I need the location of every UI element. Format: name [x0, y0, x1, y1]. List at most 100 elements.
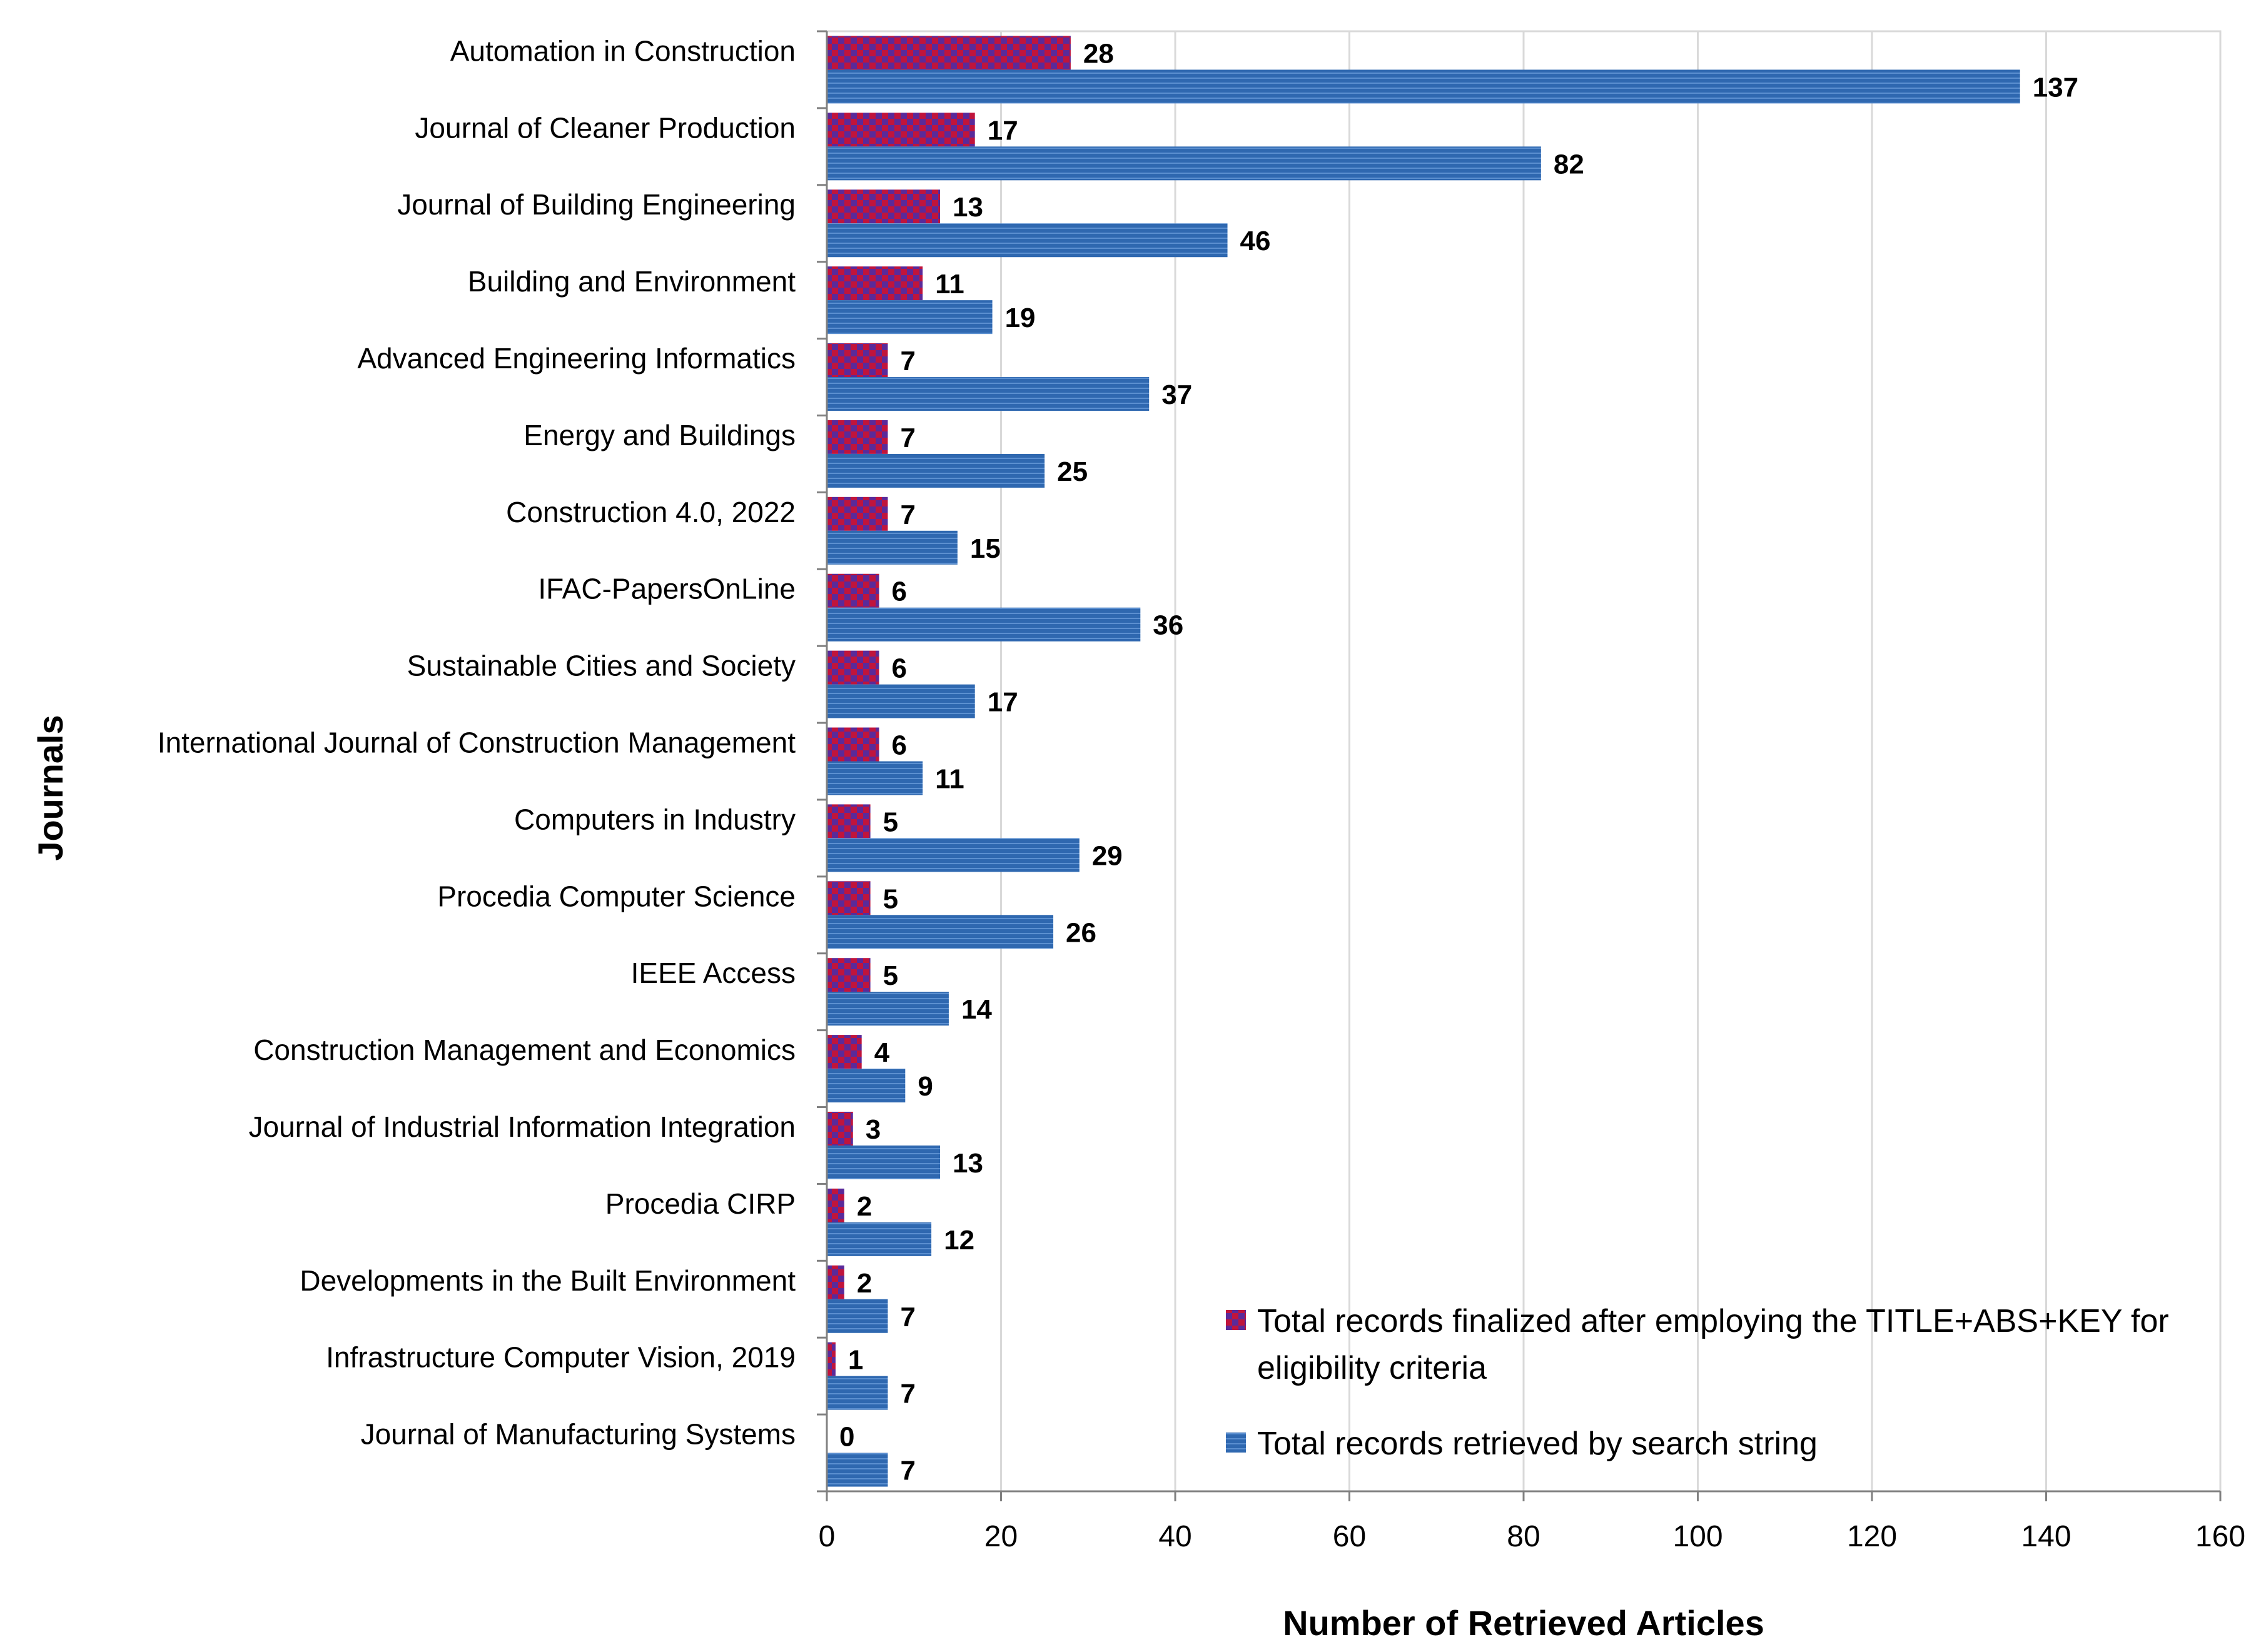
bar-finalized-construction-4-0-2022	[827, 496, 888, 531]
value-label-retrieved-construction-management-and-economics: 9	[918, 1071, 933, 1102]
bar-retrieved-infrastructure-computer-vision-2019	[827, 1376, 888, 1410]
category-label-infrastructure-computer-vision-2019: Infrastructure Computer Vision, 2019	[326, 1341, 796, 1374]
x-tick-label-20: 20	[984, 1520, 1018, 1553]
legend-label-finalized-line-2: eligibility criteria	[1257, 1350, 1487, 1386]
value-label-finalized-ieee-access: 5	[883, 960, 898, 991]
value-label-retrieved-developments-in-the-built-environment: 7	[900, 1302, 915, 1332]
legend-label-retrieved: Total records retrieved by search string	[1257, 1426, 1818, 1462]
x-tick-label-40: 40	[1158, 1520, 1191, 1553]
bar-retrieved-procedia-computer-science	[827, 915, 1054, 949]
bar-finalized-advanced-engineering-informatics	[827, 343, 888, 378]
bar-retrieved-journal-of-manufacturing-systems	[827, 1453, 888, 1487]
value-label-finalized-infrastructure-computer-vision-2019: 1	[848, 1345, 863, 1376]
value-label-finalized-journal-of-manufacturing-systems: 0	[839, 1422, 854, 1453]
y-axis-title: Journals	[31, 715, 70, 860]
value-label-retrieved-ieee-access: 14	[961, 994, 992, 1025]
bars	[827, 36, 2020, 1487]
category-label-ieee-access: IEEE Access	[631, 957, 796, 989]
value-label-finalized-building-and-environment: 11	[935, 269, 964, 300]
value-label-retrieved-journal-of-manufacturing-systems: 7	[900, 1456, 915, 1486]
value-label-finalized-sustainable-cities-and-society: 6	[892, 653, 907, 684]
bar-finalized-international-journal-of-construction-management	[827, 727, 879, 762]
value-label-retrieved-ifac-papersonline: 36	[1153, 610, 1183, 641]
bar-finalized-construction-management-and-economics	[827, 1035, 862, 1069]
x-tick-label-160: 160	[2195, 1520, 2245, 1553]
category-labels: Automation in Construction Journal of Cle…	[158, 34, 796, 1450]
legend-label-finalized-line-1: Total records finalized after employing …	[1257, 1303, 2169, 1339]
bar-finalized-building-and-environment	[827, 266, 923, 301]
value-label-finalized-construction-management-and-economics: 4	[874, 1037, 890, 1068]
x-tick-label-80: 80	[1507, 1520, 1540, 1553]
value-label-retrieved-automation-in-construction: 137	[2033, 72, 2078, 103]
bar-finalized-ifac-papersonline	[827, 573, 879, 608]
bar-retrieved-ifac-papersonline	[827, 607, 1141, 642]
legend-swatch-finalized	[1226, 1310, 1246, 1330]
value-label-retrieved-journal-of-building-engineering: 46	[1240, 226, 1271, 256]
category-label-journal-of-cleaner-production: Journal of Cleaner Production	[415, 111, 796, 144]
value-label-retrieved-procedia-cirp: 12	[944, 1225, 974, 1256]
value-label-finalized-journal-of-industrial-information-integration: 3	[866, 1114, 881, 1145]
category-label-procedia-cirp: Procedia CIRP	[605, 1187, 796, 1220]
x-tick-label-100: 100	[1672, 1520, 1722, 1553]
value-label-finalized-automation-in-construction: 28	[1083, 38, 1114, 69]
bar-finalized-procedia-computer-science	[827, 881, 871, 915]
bar-retrieved-journal-of-cleaner-production	[827, 146, 1541, 181]
bar-retrieved-sustainable-cities-and-society	[827, 684, 975, 718]
gridlines	[1000, 31, 2222, 1491]
category-label-developments-in-the-built-environment: Developments in the Built Environment	[300, 1264, 796, 1297]
x-tick-label-60: 60	[1333, 1520, 1366, 1553]
bar-finalized-automation-in-construction	[827, 36, 1071, 70]
value-labels: 2813717821346111973772571563661761152952…	[839, 38, 2078, 1486]
bar-retrieved-developments-in-the-built-environment	[827, 1299, 888, 1333]
bar-finalized-sustainable-cities-and-society	[827, 650, 879, 685]
category-label-construction-4-0-2022: Construction 4.0, 2022	[506, 496, 796, 528]
value-label-retrieved-computers-in-industry: 29	[1092, 840, 1123, 871]
legend: Total records finalized after employing …	[1226, 1303, 2169, 1462]
bar-retrieved-computers-in-industry	[827, 838, 1080, 872]
value-label-finalized-journal-of-building-engineering: 13	[953, 192, 983, 223]
bar-finalized-journal-of-industrial-information-integration	[827, 1111, 853, 1146]
bar-finalized-computers-in-industry	[827, 804, 871, 839]
bar-finalized-procedia-cirp	[827, 1188, 844, 1222]
bar-finalized-journal-of-building-engineering	[827, 189, 941, 224]
value-label-retrieved-infrastructure-computer-vision-2019: 7	[900, 1379, 915, 1409]
bar-finalized-energy-and-buildings	[827, 420, 888, 454]
value-label-finalized-computers-in-industry: 5	[883, 807, 898, 837]
x-axis-title: Number of Retrieved Articles	[1283, 1603, 1764, 1643]
bar-retrieved-journal-of-industrial-information-integration	[827, 1145, 941, 1179]
category-label-advanced-engineering-informatics: Advanced Engineering Informatics	[357, 342, 796, 375]
value-label-retrieved-journal-of-cleaner-production: 82	[1554, 149, 1584, 179]
bar-retrieved-journal-of-building-engineering	[827, 223, 1228, 258]
category-label-energy-and-buildings: Energy and Buildings	[524, 419, 796, 451]
value-label-finalized-procedia-computer-science: 5	[883, 884, 898, 914]
value-label-retrieved-sustainable-cities-and-society: 17	[988, 687, 1018, 718]
value-label-retrieved-building-and-environment: 19	[1005, 303, 1036, 333]
category-label-ifac-papersonline: IFAC-PapersOnLine	[538, 573, 796, 605]
category-label-building-and-environment: Building and Environment	[468, 265, 796, 298]
value-label-finalized-procedia-cirp: 2	[857, 1191, 872, 1222]
value-label-retrieved-international-journal-of-construction-management: 11	[935, 764, 964, 795]
value-label-retrieved-journal-of-industrial-information-integration: 13	[953, 1148, 983, 1179]
x-tick-label-120: 120	[1847, 1520, 1897, 1553]
category-label-procedia-computer-science: Procedia Computer Science	[437, 880, 796, 912]
value-label-retrieved-procedia-computer-science: 26	[1066, 917, 1096, 948]
value-label-finalized-energy-and-buildings: 7	[900, 423, 915, 453]
bar-retrieved-automation-in-construction	[827, 69, 2020, 104]
category-label-journal-of-building-engineering: Journal of Building Engineering	[397, 188, 796, 221]
value-label-finalized-developments-in-the-built-environment: 2	[857, 1268, 872, 1299]
bar-finalized-ieee-access	[827, 958, 871, 992]
category-label-journal-of-manufacturing-systems: Journal of Manufacturing Systems	[361, 1418, 796, 1451]
category-label-computers-in-industry: Computers in Industry	[514, 803, 796, 835]
x-tick-label-140: 140	[2021, 1520, 2071, 1553]
x-axis-ticks: 0 20 40 60 80 100 120 140 160	[817, 30, 2245, 1553]
bar-finalized-journal-of-cleaner-production	[827, 113, 975, 147]
bar-retrieved-construction-management-and-economics	[827, 1069, 906, 1103]
bar-retrieved-building-and-environment	[827, 300, 993, 335]
bar-retrieved-energy-and-buildings	[827, 453, 1045, 488]
legend-swatch-retrieved	[1226, 1433, 1246, 1453]
bar-retrieved-ieee-access	[827, 992, 949, 1026]
value-label-finalized-advanced-engineering-informatics: 7	[900, 346, 915, 376]
value-label-finalized-construction-4-0-2022: 7	[900, 500, 915, 530]
bar-finalized-infrastructure-computer-vision-2019	[827, 1342, 836, 1376]
